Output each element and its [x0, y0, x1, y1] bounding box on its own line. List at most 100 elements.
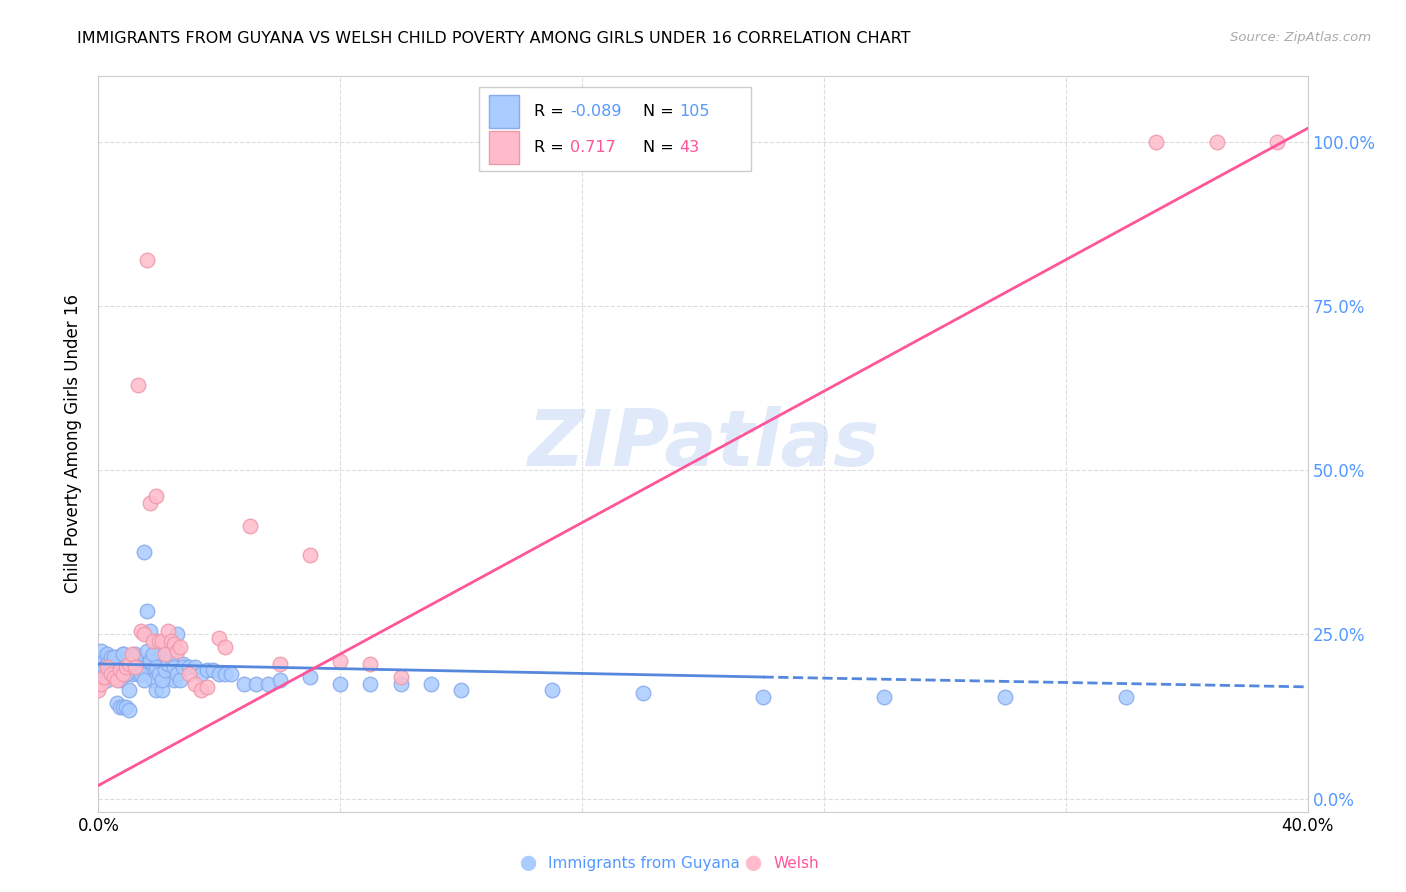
- Text: IMMIGRANTS FROM GUYANA VS WELSH CHILD POVERTY AMONG GIRLS UNDER 16 CORRELATION C: IMMIGRANTS FROM GUYANA VS WELSH CHILD PO…: [77, 31, 911, 46]
- Point: [129, 666, 152, 681]
- Point: [103, 660, 125, 674]
- Point: [150, 633, 173, 648]
- Point: [208, 631, 231, 645]
- Point: [118, 703, 141, 717]
- Point: [166, 627, 188, 641]
- Point: [103, 666, 125, 681]
- Point: [139, 496, 162, 510]
- Point: [118, 657, 141, 671]
- Point: [150, 673, 173, 688]
- Point: [105, 696, 128, 710]
- Point: [1206, 135, 1229, 149]
- Point: [190, 666, 212, 681]
- Text: Welsh: Welsh: [773, 856, 818, 871]
- Point: [118, 660, 141, 674]
- Point: [450, 683, 472, 698]
- Point: [100, 664, 122, 678]
- Point: [111, 647, 134, 661]
- Point: [129, 624, 152, 638]
- Point: [156, 624, 179, 638]
- Point: [96, 647, 118, 661]
- Text: ⬤: ⬤: [744, 855, 761, 871]
- Point: [121, 647, 143, 661]
- Point: [163, 637, 186, 651]
- Point: [93, 660, 115, 674]
- Point: [153, 647, 176, 661]
- Point: [105, 657, 128, 671]
- Point: [179, 666, 201, 681]
- Point: [135, 664, 157, 678]
- Point: [232, 676, 254, 690]
- Text: R =: R =: [534, 140, 574, 155]
- Point: [127, 666, 149, 681]
- Point: [360, 676, 382, 690]
- Point: [150, 654, 173, 668]
- Point: [163, 660, 186, 674]
- Point: [135, 252, 157, 267]
- Point: [172, 660, 194, 674]
- Point: [127, 654, 149, 668]
- Point: [1267, 135, 1289, 149]
- Point: [994, 690, 1017, 704]
- Text: ZIPatlas: ZIPatlas: [527, 406, 879, 482]
- Point: [118, 683, 141, 698]
- Point: [118, 657, 141, 671]
- Point: [142, 673, 165, 688]
- Point: [132, 627, 155, 641]
- Point: [156, 657, 179, 671]
- Text: N =: N =: [643, 103, 679, 119]
- Point: [145, 660, 167, 674]
- Point: [389, 670, 412, 684]
- Point: [124, 657, 146, 671]
- Point: [239, 519, 262, 533]
- Bar: [489, 131, 519, 164]
- Point: [129, 666, 152, 681]
- Point: [221, 666, 243, 681]
- Point: [269, 657, 291, 671]
- Point: [202, 664, 225, 678]
- Point: [195, 664, 218, 678]
- Point: [108, 664, 131, 678]
- Point: [142, 660, 165, 674]
- Point: [245, 676, 267, 690]
- Bar: [489, 95, 519, 128]
- Point: [160, 670, 183, 684]
- Point: [169, 664, 191, 678]
- Point: [299, 549, 322, 563]
- Point: [148, 647, 170, 661]
- Point: [108, 654, 131, 668]
- Point: [108, 673, 131, 688]
- Point: [145, 683, 167, 698]
- Point: [139, 654, 162, 668]
- Point: [184, 660, 207, 674]
- Point: [153, 660, 176, 674]
- Text: Immigrants from Guyana: Immigrants from Guyana: [548, 856, 740, 871]
- Point: [269, 673, 291, 688]
- Point: [214, 640, 236, 655]
- Text: 105: 105: [679, 103, 709, 119]
- Point: [108, 699, 131, 714]
- Point: [169, 640, 191, 655]
- Point: [111, 699, 134, 714]
- Point: [127, 660, 149, 674]
- Point: [873, 690, 896, 704]
- Point: [90, 650, 112, 665]
- Point: [93, 654, 115, 668]
- Text: 0.717: 0.717: [569, 140, 616, 155]
- Point: [114, 660, 136, 674]
- Text: 43: 43: [679, 140, 699, 155]
- Point: [96, 657, 118, 671]
- Point: [139, 650, 162, 665]
- Point: [111, 666, 134, 681]
- Point: [150, 683, 173, 698]
- Point: [90, 676, 112, 690]
- Point: [214, 666, 236, 681]
- Point: [111, 647, 134, 661]
- Point: [172, 657, 194, 671]
- Point: [87, 683, 110, 698]
- Point: [184, 676, 207, 690]
- Point: [329, 676, 352, 690]
- Point: [148, 666, 170, 681]
- Point: [103, 650, 125, 665]
- Point: [135, 644, 157, 658]
